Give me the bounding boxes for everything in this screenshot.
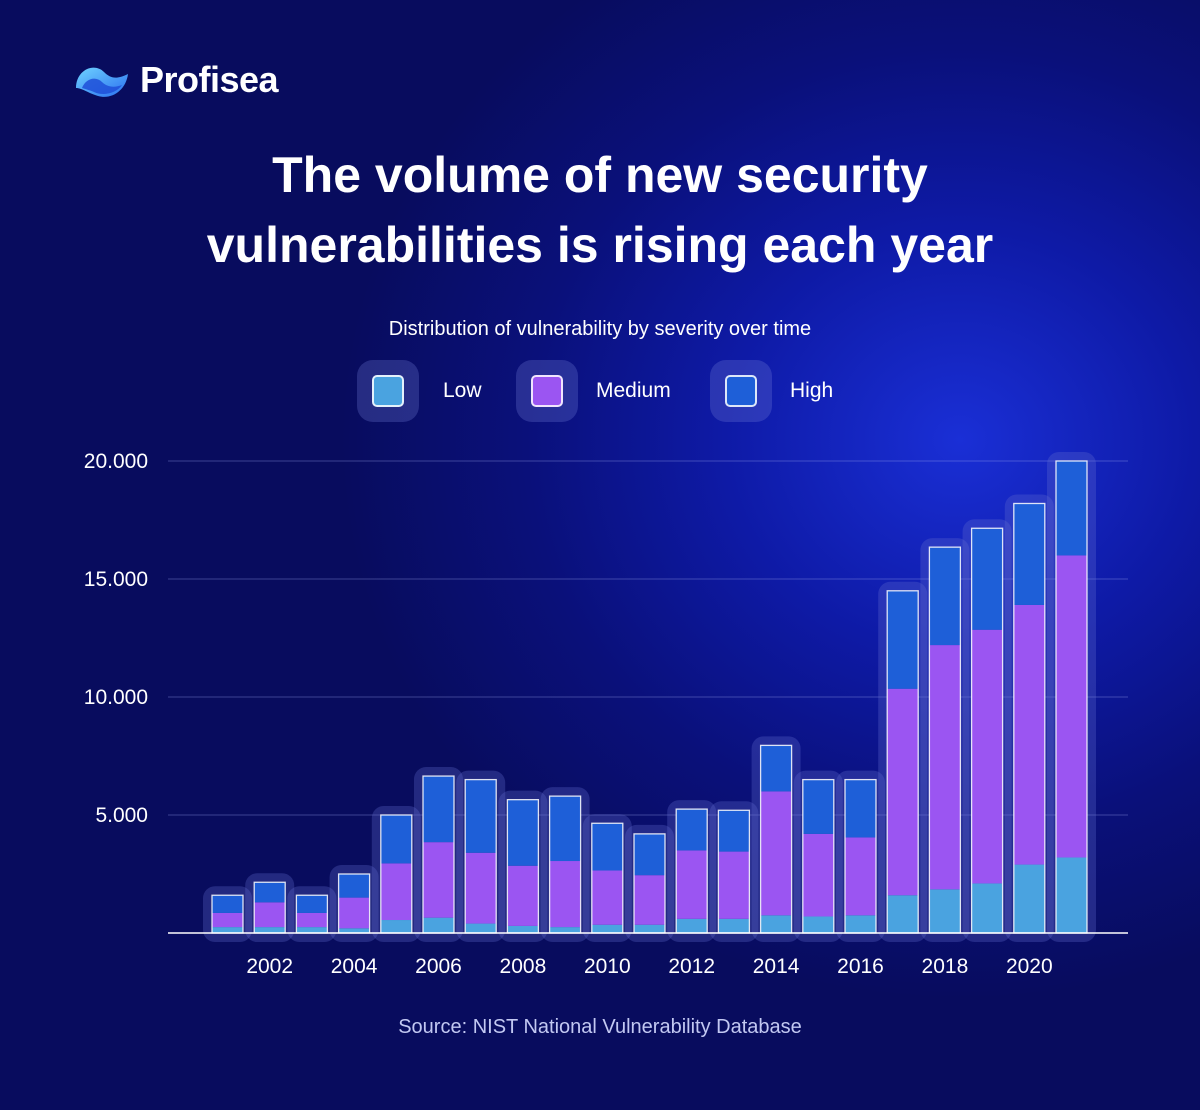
bar-segment-low (254, 927, 286, 933)
bar-segment-high (887, 590, 919, 689)
bar-segment-low (1013, 864, 1045, 933)
bar-segment-high (1056, 461, 1087, 556)
bar-segment-medium (254, 902, 286, 928)
bar-segment-medium (845, 837, 876, 916)
legend-swatch-frame-high (710, 360, 772, 422)
bar-segment-high (423, 776, 454, 843)
bar-segment-medium (802, 833, 834, 917)
bar-segment-high (634, 833, 665, 876)
chart-legend: Low Medium High (0, 360, 1200, 422)
bar-segment-medium (423, 842, 454, 918)
x-tick-label: 2016 (837, 955, 884, 978)
bar-segment-high (591, 823, 623, 871)
bar-segment-medium (212, 912, 243, 928)
bar-segment-medium (971, 629, 1003, 884)
legend-label-low: Low (443, 379, 482, 402)
legend-item-low: Low (357, 360, 482, 422)
bar-segment-high (1013, 503, 1045, 605)
bar-segment-low (465, 923, 497, 933)
x-tick-label: 2004 (331, 955, 378, 978)
bar-segment-medium (676, 850, 708, 919)
x-tick-label: 2006 (415, 955, 462, 978)
legend-swatch-frame-medium (516, 360, 578, 422)
bar-segment-high (465, 779, 497, 853)
y-tick-label: 20.000 (84, 450, 148, 473)
bar-segment-medium (634, 875, 665, 925)
bar-segment-medium (549, 861, 581, 928)
bar-segment-low (845, 915, 876, 933)
bar-segment-low (718, 918, 750, 933)
source-note: Source: NIST National Vulnerability Data… (398, 1016, 802, 1038)
bar-segment-low (760, 915, 792, 933)
legend-swatch-medium (531, 375, 563, 407)
bar-segment-medium (718, 851, 750, 919)
bar-segment-high (845, 779, 876, 838)
bar-segment-low (296, 927, 328, 933)
bar-segment-high (254, 882, 286, 903)
bar-segment-low (634, 924, 665, 933)
x-tick-label: 2020 (1006, 955, 1053, 978)
bar-segment-low (212, 927, 243, 933)
bar-segment-low (929, 889, 961, 933)
bar-segment-high (971, 528, 1003, 630)
legend-swatch-low (372, 375, 404, 407)
bar-segment-medium (465, 852, 497, 924)
chart-title: The volume of new security vulnerabilitie… (0, 140, 1200, 280)
legend-swatch-high (725, 375, 757, 407)
bar-segment-low (591, 924, 623, 933)
bar-segment-high (718, 810, 750, 852)
x-tick-label: 2012 (668, 955, 715, 978)
bar-segment-low (380, 920, 412, 933)
x-tick-label: 2002 (246, 955, 293, 978)
bar-segment-high (802, 779, 834, 834)
bar-segment-medium (507, 865, 539, 926)
bar-segment-low (1056, 857, 1087, 933)
bar-segment-low (802, 916, 834, 933)
chart-title-text: The volume of new security vulnerabilitie… (206, 147, 994, 273)
legend-item-medium: Medium (516, 360, 671, 422)
brand-name: Profisea (140, 59, 279, 100)
bar-segment-high (338, 874, 370, 898)
bar-segment-medium (929, 645, 961, 890)
legend-swatch-frame-low (357, 360, 419, 422)
wave-logo-icon (76, 67, 128, 97)
bar-segment-low (507, 925, 539, 933)
bar-segment-high (296, 895, 328, 913)
bar-segment-low (338, 928, 370, 933)
bar-segment-low (887, 895, 919, 933)
stacked-bar-chart: 5.000 10.000 15.000 20.000 2002 2004 2006 2008 2… (84, 450, 1128, 978)
bar-segment-low (423, 917, 454, 933)
bar-segment-high (212, 895, 243, 913)
bar-segment-medium (296, 912, 328, 928)
bar-segment-medium (760, 791, 792, 916)
bar-segment-low (549, 927, 581, 933)
legend-item-high: High (710, 360, 833, 422)
bar-segment-high (760, 745, 792, 792)
bar-segment-medium (380, 863, 412, 921)
bar-segment-medium (591, 870, 623, 925)
bar-segment-medium (1056, 555, 1087, 858)
y-tick-label: 5.000 (95, 804, 148, 827)
x-tick-label: 2014 (753, 955, 800, 978)
bar-segment-high (676, 809, 708, 851)
x-tick-label: 2018 (922, 955, 969, 978)
bar-segment-medium (887, 688, 919, 896)
legend-label-medium: Medium (596, 379, 671, 402)
legend-label-high: High (790, 379, 834, 402)
x-tick-label: 2008 (500, 955, 547, 978)
bar-segment-medium (338, 897, 370, 929)
brand-logo: Profisea (72, 58, 279, 102)
bar-segment-low (971, 883, 1003, 933)
y-tick-label: 15.000 (84, 568, 148, 591)
bar-segment-high (507, 799, 539, 866)
y-tick-label: 10.000 (84, 686, 148, 709)
chart-subtitle: Distribution of vulnerability by severit… (388, 318, 812, 340)
bar-segment-medium (1013, 604, 1045, 865)
bar-segment-low (676, 918, 708, 933)
x-tick-label: 2010 (584, 955, 631, 978)
bar-segment-high (549, 796, 581, 862)
bar-segment-high (929, 547, 961, 646)
bar-segment-high (380, 815, 412, 864)
